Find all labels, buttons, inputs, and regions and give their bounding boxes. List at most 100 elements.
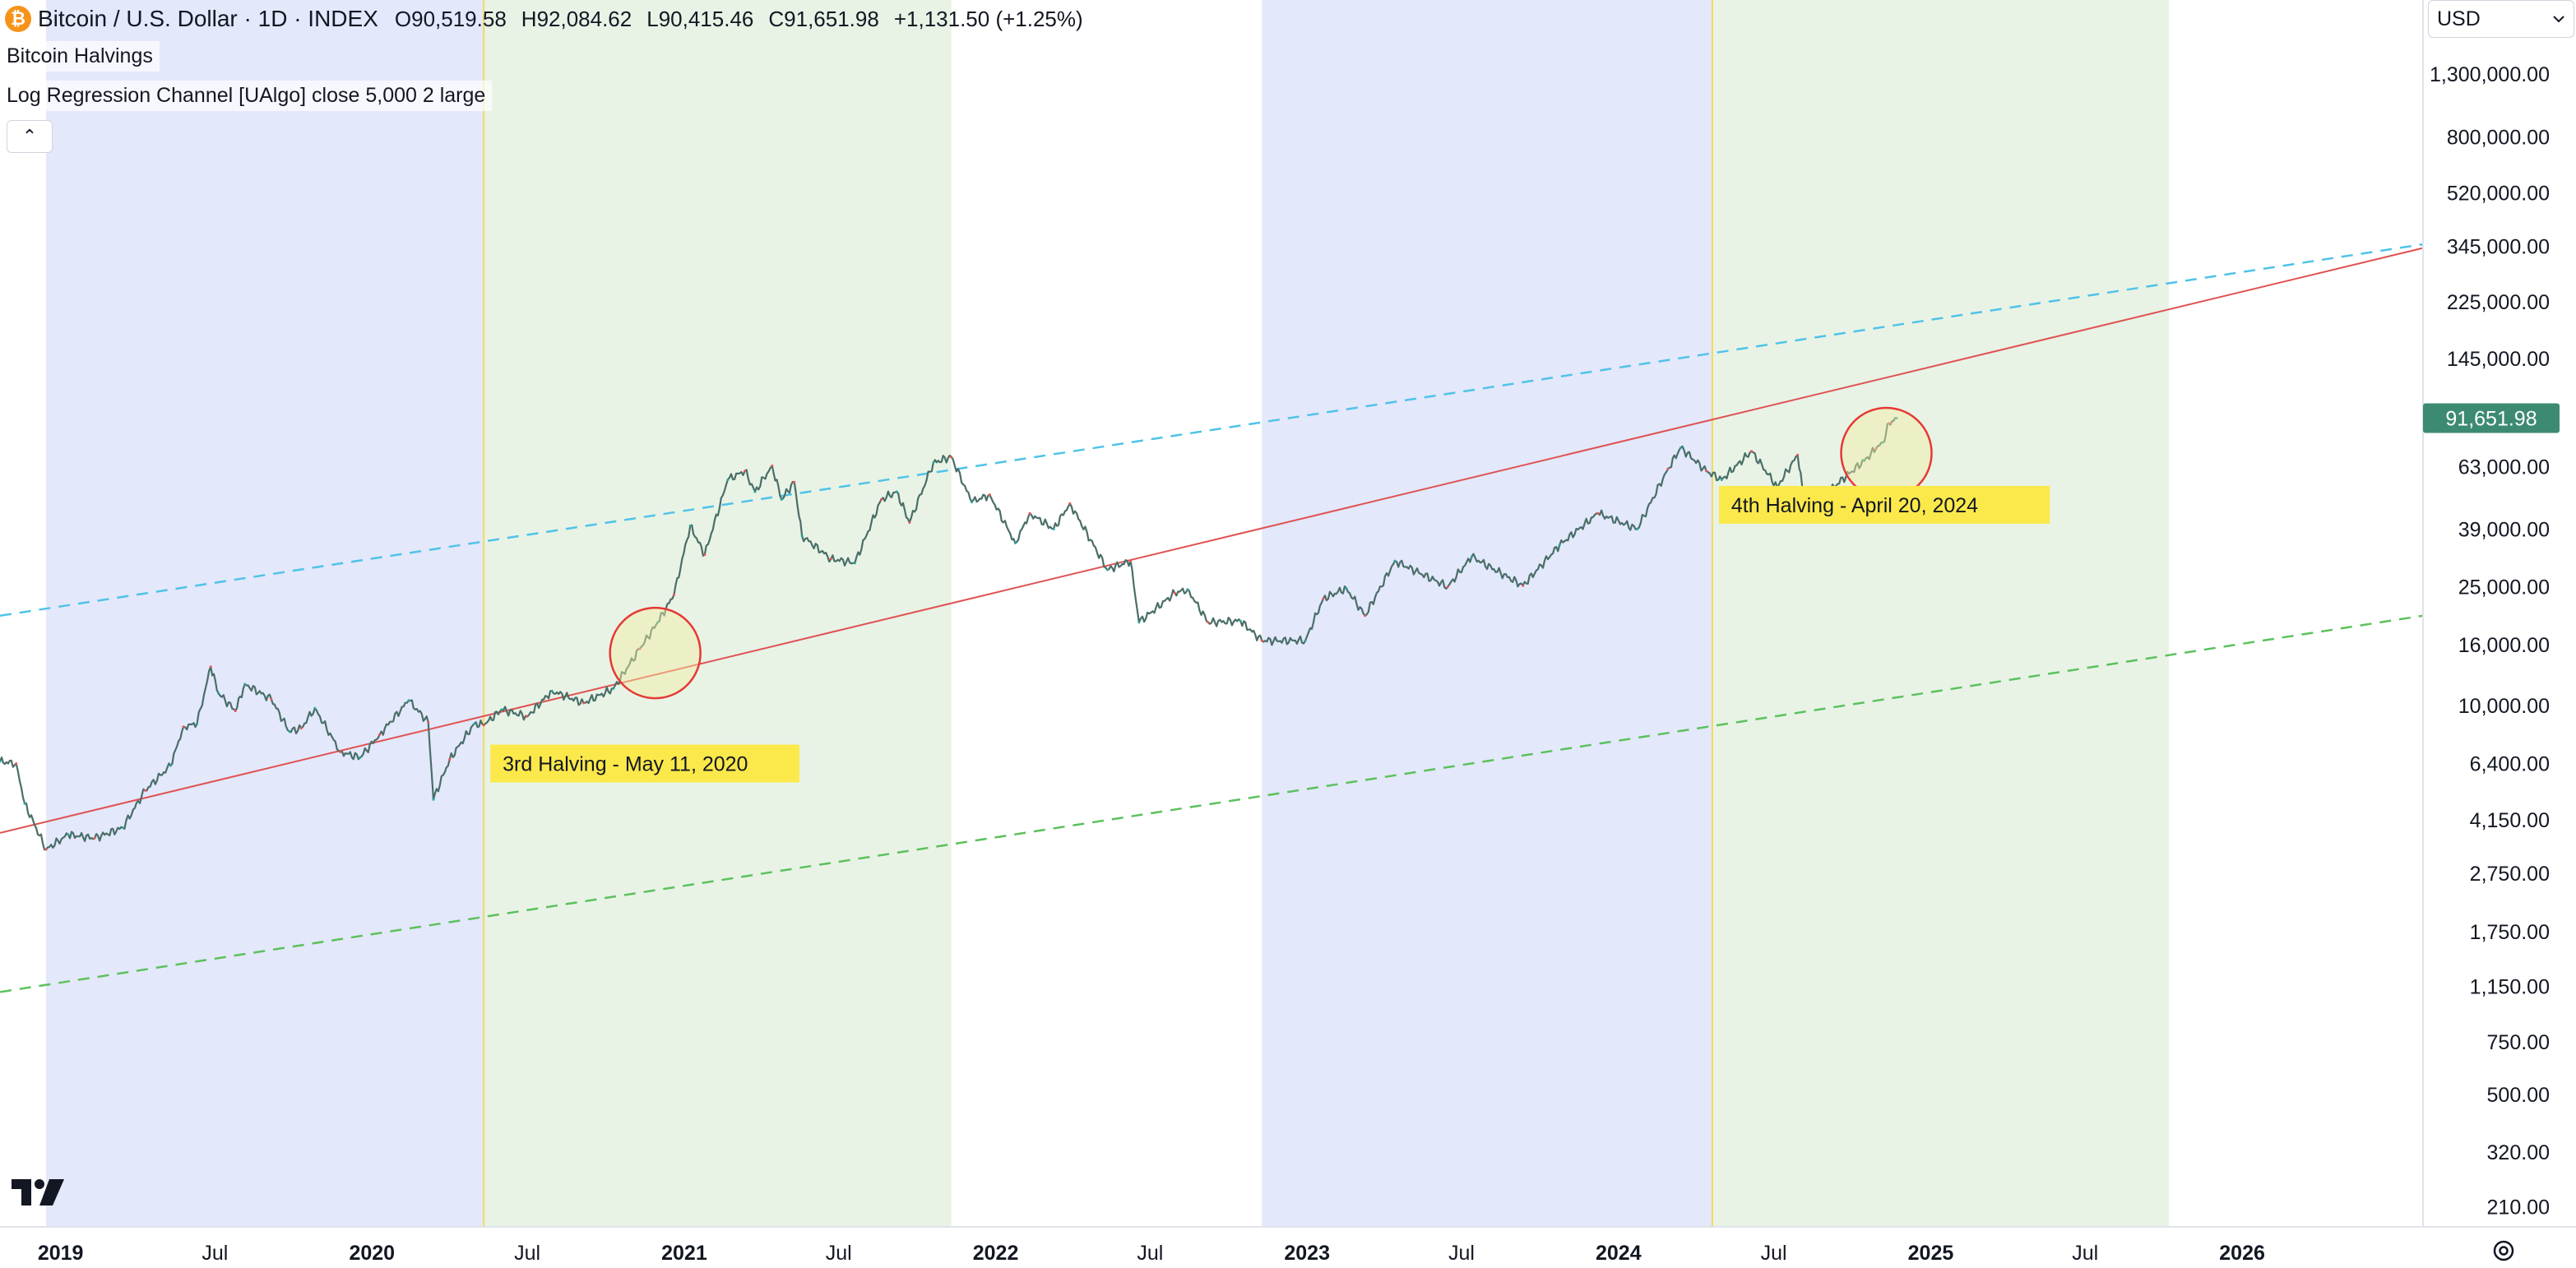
shaded-period-3	[1712, 0, 2169, 1227]
price-point	[971, 501, 974, 504]
halving-cycle-bands	[46, 0, 2169, 1227]
price-point	[1013, 541, 1017, 544]
price-point	[672, 593, 675, 596]
collapse-legend-button[interactable]: ⌃	[7, 120, 53, 153]
time-tick-label: 2021	[661, 1242, 707, 1265]
price-point	[93, 836, 96, 840]
time-axis-panel[interactable]	[0, 1227, 2576, 1268]
indicator-label-log-regression[interactable]: Log Regression Channel [UAlgo] close 5,0…	[0, 81, 493, 111]
symbol-title[interactable]: Bitcoin / U.S. Dollar · 1D · INDEX	[38, 6, 378, 31]
price-point	[1137, 621, 1141, 624]
price-point	[800, 535, 804, 538]
price-tick-label: 750.00	[2487, 1031, 2550, 1054]
highlight-circle-1	[1840, 406, 1933, 500]
price-axis-panel[interactable]	[2423, 0, 2576, 1227]
price-point	[1322, 597, 1325, 600]
price-point	[1052, 527, 1055, 530]
price-point	[339, 750, 342, 753]
price-tick-label: 16,000.00	[2458, 634, 2550, 657]
price-tick-label: 800,000.00	[2447, 127, 2550, 150]
price-point	[1888, 422, 1891, 425]
time-tick-label: Jul	[1448, 1242, 1475, 1265]
highlight-circles	[609, 406, 1933, 700]
price-point	[726, 478, 730, 481]
price-tick-label: 63,000.00	[2458, 456, 2550, 479]
time-tick-label: 2026	[2219, 1242, 2265, 1265]
tradingview-logo-icon[interactable]	[10, 1176, 67, 1209]
shaded-period-2	[1262, 0, 1712, 1227]
shaded-period-1	[484, 0, 952, 1227]
price-tick-label: 500.00	[2487, 1084, 2550, 1107]
price-point	[1720, 478, 1723, 481]
price-point	[359, 756, 362, 759]
price-point	[638, 647, 642, 650]
halving-annotation-0: 3rd Halving - May 11, 2020	[490, 744, 799, 783]
price-axis-labels: 2,000,000.001,300,000.00800,000.00520,00…	[2430, 7, 2550, 1219]
price-point	[1105, 568, 1109, 572]
price-tick-label: 4,150.00	[2470, 809, 2550, 832]
price-point	[526, 715, 529, 718]
price-point	[1636, 527, 1639, 530]
price-tick-label: 320.00	[2487, 1141, 2550, 1164]
price-point	[1345, 586, 1348, 590]
price-point	[482, 724, 485, 727]
regression-line	[0, 247, 2424, 834]
indicator-label-halvings[interactable]: Bitcoin Halvings	[0, 41, 160, 72]
ohlc-open: O90,519.58	[394, 6, 507, 31]
price-point	[121, 826, 124, 830]
annotation-box	[490, 744, 799, 783]
price-point	[612, 687, 615, 690]
price-point	[582, 701, 586, 705]
log-regression-channel	[0, 243, 2424, 993]
price-point	[880, 497, 883, 501]
price-point	[988, 493, 991, 497]
price-point	[0, 760, 2, 763]
time-tick-label: Jul	[2072, 1242, 2098, 1265]
price-point	[932, 461, 935, 465]
ohlc-values: O90,519.58 H92,084.62 L90,415.46 C91,651…	[395, 7, 1083, 32]
price-point	[656, 621, 660, 624]
price-point	[67, 833, 70, 836]
time-tick-label: 2024	[1596, 1242, 1642, 1265]
price-tick-label: 145,000.00	[2447, 348, 2550, 371]
price-point	[1874, 447, 1878, 451]
price-point	[182, 725, 185, 729]
price-point	[1666, 467, 1670, 470]
price-point	[1796, 453, 1800, 456]
price-tick-label: 345,000.00	[2447, 235, 2550, 258]
time-tick-label: 2022	[973, 1242, 1019, 1265]
annotation-box	[1718, 485, 2050, 524]
price-tick-label: 520,000.00	[2447, 183, 2550, 206]
price-tick-label: 2,750.00	[2470, 863, 2550, 886]
time-tick-label: 2020	[349, 1242, 395, 1265]
price-point	[550, 689, 554, 692]
price-point	[169, 764, 172, 767]
price-point	[1470, 555, 1473, 558]
price-point	[448, 758, 452, 761]
time-tick-label: Jul	[826, 1242, 852, 1265]
symbol-legend[interactable]: ₿ Bitcoin / U.S. Dollar · 1D · INDEX O90…	[0, 2, 1083, 36]
price-point	[313, 706, 317, 710]
price-point	[1186, 588, 1189, 591]
price-point	[217, 692, 220, 695]
halving-lines	[483, 0, 1713, 1227]
price-point	[1068, 502, 1072, 505]
price-point	[1173, 591, 1176, 595]
price-point	[908, 521, 911, 524]
price-point	[407, 699, 410, 702]
settings-icon[interactable]	[2490, 1238, 2517, 1264]
time-tick-label: Jul	[1137, 1242, 1163, 1265]
price-point	[753, 490, 757, 493]
price-point	[234, 710, 237, 713]
currency-selector[interactable]: USD	[2428, 0, 2574, 38]
price-point	[1239, 619, 1242, 622]
price-point	[780, 497, 783, 501]
upper-band-line	[0, 243, 2424, 617]
price-tick-label: 1,750.00	[2470, 921, 2550, 944]
price-point	[703, 553, 707, 557]
price-point	[500, 708, 503, 711]
price-point	[1393, 559, 1397, 562]
price-point	[270, 697, 273, 701]
last-price-badge	[2423, 403, 2560, 433]
